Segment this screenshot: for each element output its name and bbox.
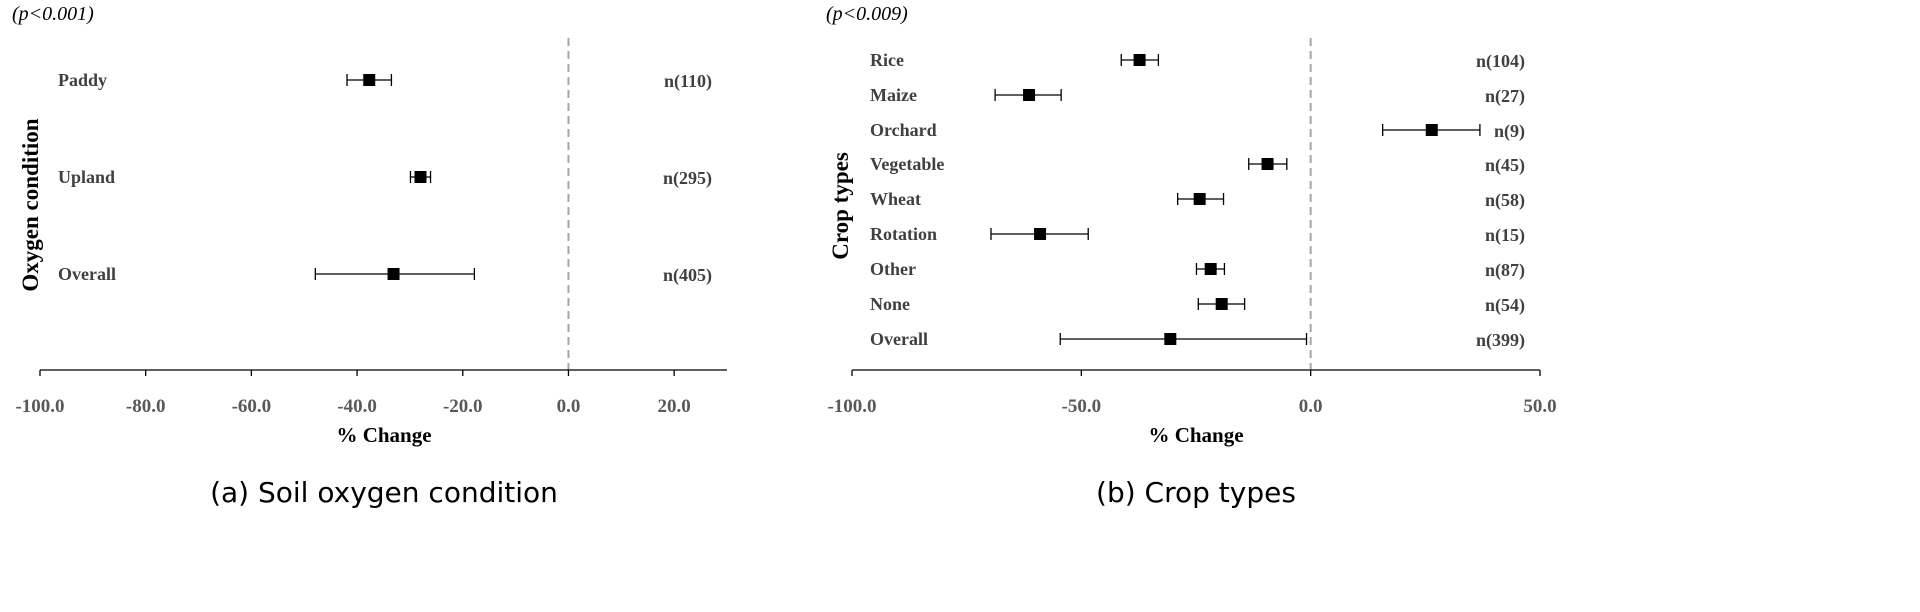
x-axis-title: % Change [1148, 423, 1243, 447]
forest-row-overall: Overall n(405) [58, 264, 712, 286]
forest-row-rice: Rice n(104) [870, 50, 1525, 72]
category-label: Vegetable [870, 154, 944, 174]
forest-panel-a: (p<0.001) -100.0 -80.0 -60.0 -40.0 -20.0 0.0 20… [12, 3, 727, 509]
y-axis-title: Oxygen condition [18, 118, 43, 291]
forest-panel-b: (p<0.009) -100.0 -50.0 0.0 50.0 % Change Crop … [826, 3, 1557, 509]
p-value-label: (p<0.009) [826, 3, 908, 25]
category-label: Overall [58, 264, 116, 284]
p-value-label: (p<0.001) [12, 3, 94, 25]
sample-size-label: n(45) [1485, 155, 1525, 176]
forest-row-overall: Overall n(399) [870, 329, 1525, 351]
sample-size-label: n(58) [1485, 190, 1525, 211]
effect-size-marker [1215, 298, 1228, 310]
effect-size-marker [387, 268, 400, 280]
panel-caption: (b) Crop types [1096, 476, 1296, 509]
x-tick-label: -100.0 [827, 396, 876, 417]
x-tick-label: 20.0 [658, 396, 691, 417]
sample-size-label: n(104) [1476, 51, 1525, 72]
category-label: Rice [870, 50, 904, 70]
x-axis-title: % Change [336, 423, 431, 447]
effect-size-marker [1204, 263, 1217, 275]
forest-row-rotation: Rotation n(15) [870, 224, 1525, 246]
sample-size-label: n(110) [664, 71, 712, 92]
x-tick-label: -40.0 [337, 396, 377, 417]
category-label: Rotation [870, 224, 937, 244]
panel-caption: (a) Soil oxygen condition [210, 476, 558, 509]
x-tick-label: -80.0 [126, 396, 166, 417]
x-tick-label: -50.0 [1062, 396, 1102, 417]
category-label: Orchard [870, 120, 937, 140]
x-tick-label: 50.0 [1523, 396, 1556, 417]
forest-row-other: Other n(87) [870, 259, 1525, 281]
x-tick-label: -60.0 [232, 396, 272, 417]
sample-size-label: n(27) [1485, 86, 1525, 107]
category-label: Paddy [58, 70, 107, 90]
x-tick-label: -100.0 [15, 396, 64, 417]
sample-size-label: n(87) [1485, 260, 1525, 281]
effect-size-marker [1193, 193, 1206, 205]
effect-size-marker [1261, 158, 1274, 170]
forest-row-none: None n(54) [870, 294, 1525, 316]
effect-size-marker [1425, 124, 1438, 136]
category-label: Wheat [870, 189, 921, 209]
sample-size-label: n(54) [1485, 295, 1525, 316]
forest-row-wheat: Wheat n(58) [870, 189, 1525, 211]
effect-size-marker [363, 74, 376, 86]
y-axis-title: Crop types [828, 152, 853, 260]
sample-size-label: n(15) [1485, 225, 1525, 246]
effect-size-marker [1133, 54, 1146, 66]
effect-size-marker [1034, 228, 1047, 240]
forest-row-vegetable: Vegetable n(45) [870, 154, 1525, 176]
category-label: Other [870, 259, 916, 279]
x-tick-label: 0.0 [557, 396, 581, 417]
sample-size-label: n(9) [1494, 121, 1525, 142]
x-tick-label: -20.0 [443, 396, 483, 417]
effect-size-marker [1164, 333, 1177, 345]
effect-size-marker [1023, 89, 1036, 101]
category-label: None [870, 294, 910, 314]
forest-row-maize: Maize n(27) [870, 85, 1525, 107]
category-label: Maize [870, 85, 917, 105]
forest-row-paddy: Paddy n(110) [58, 70, 712, 92]
effect-size-marker [414, 171, 427, 183]
forest-row-orchard: Orchard n(9) [870, 120, 1525, 142]
sample-size-label: n(405) [663, 265, 712, 286]
sample-size-label: n(399) [1476, 330, 1525, 351]
category-label: Upland [58, 167, 115, 187]
forest-row-upland: Upland n(295) [58, 167, 712, 189]
category-label: Overall [870, 329, 928, 349]
x-tick-label: 0.0 [1299, 396, 1323, 417]
sample-size-label: n(295) [663, 168, 712, 189]
